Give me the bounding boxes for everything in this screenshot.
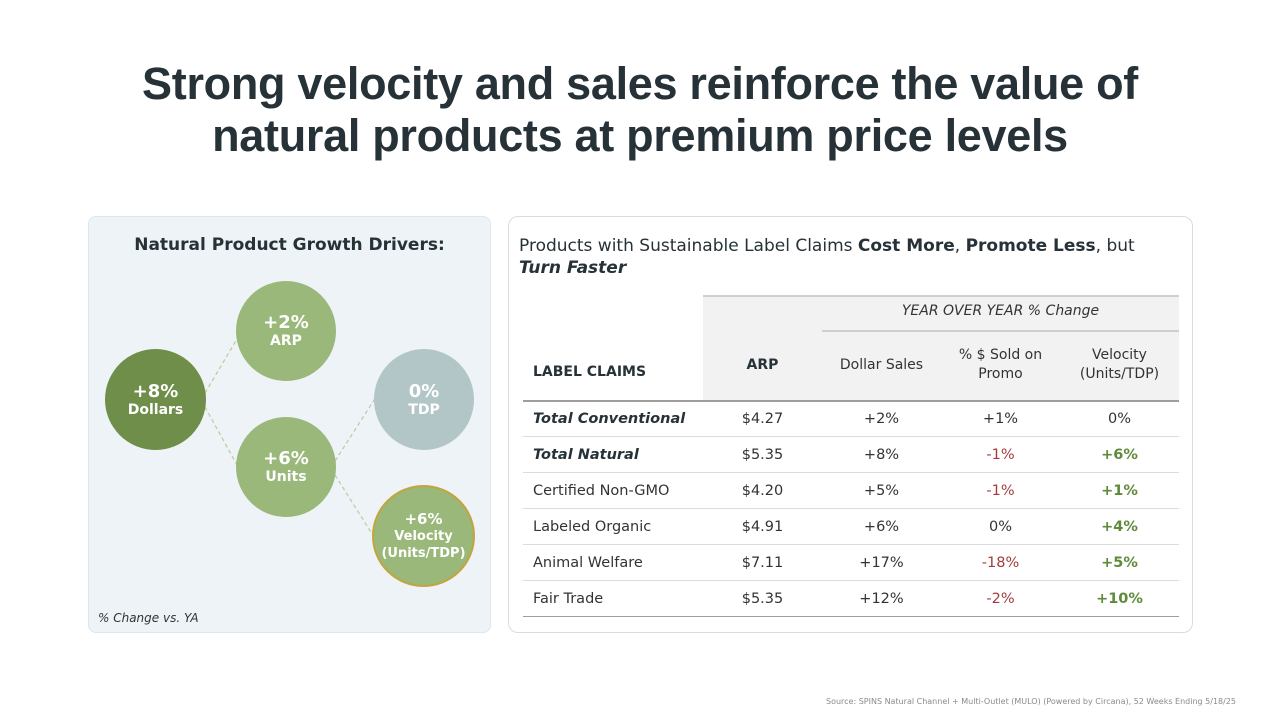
row-promo: 0% — [988, 519, 1012, 535]
header-dollar-sales: Dollar Sales — [839, 356, 924, 373]
row-name: Fair Trade — [533, 591, 604, 607]
arp-label: ARP — [270, 333, 302, 349]
page-title: Strong velocity and sales reinforce the … — [0, 58, 1280, 162]
header-velocity-line-2: (Units/TDP) — [1079, 366, 1160, 382]
tdp-circle: 0% TDP — [374, 349, 474, 450]
title-text-2: , but — [1095, 236, 1135, 256]
row-name: Total Natural — [533, 447, 639, 463]
header-promo-line-1: % $ Sold on — [958, 347, 1043, 363]
connector-dollars-arp — [204, 338, 238, 394]
label-claims-title: Products with Sustainable Label Claims C… — [519, 235, 1179, 279]
units-circle: +6% Units — [236, 417, 336, 517]
table-header-shade — [703, 295, 1179, 401]
driver-connectors — [204, 338, 377, 538]
arp-value: +2% — [263, 312, 309, 333]
velocity-circle: +6% Velocity (Units/TDP) — [372, 485, 475, 587]
units-label: Units — [265, 469, 307, 485]
connector-units-tdp — [334, 396, 377, 462]
table-row: Animal Welfare $7.11 +17% -18% +5% — [523, 545, 1179, 581]
velocity-label-line-2: (Units/TDP) — [381, 546, 466, 561]
row-dollar-sales: +5% — [863, 483, 900, 499]
header-promo: % $ Sold on Promo — [941, 345, 1060, 385]
growth-drivers-title: Natural Product Growth Drivers: — [134, 235, 445, 255]
growth-drivers-panel: Natural Product Growth Drivers: +8% Doll… — [88, 216, 491, 633]
tdp-label: TDP — [408, 401, 440, 418]
row-arp: $4.27 — [741, 411, 784, 427]
dollars-circle: +8% Dollars — [105, 349, 206, 450]
row-velocity: +10% — [1096, 591, 1143, 607]
row-arp: $4.20 — [741, 483, 784, 499]
row-velocity: +4% — [1101, 519, 1138, 535]
table-header-sub-rule — [822, 330, 1179, 332]
velocity-label-line-1: Velocity — [394, 529, 453, 544]
table-row: Total Conventional $4.27 +2% +1% 0% — [523, 401, 1179, 437]
yoy-header: YEAR OVER YEAR % Change — [901, 303, 1100, 319]
page-title-line-2: natural products at premium price levels — [212, 110, 1068, 161]
row-promo: +1% — [982, 411, 1019, 427]
page-title-line-1: Strong velocity and sales reinforce the … — [142, 58, 1138, 109]
row-velocity: +6% — [1101, 447, 1138, 463]
title-bold-italic: Turn Faster — [519, 258, 627, 278]
title-bold-1: Cost More — [857, 236, 955, 256]
title-sep: , — [954, 236, 966, 256]
row-arp: $7.11 — [741, 555, 784, 571]
row-dollar-sales: +17% — [859, 555, 904, 571]
tdp-value: 0% — [408, 380, 440, 402]
dollars-value: +8% — [132, 380, 179, 402]
label-claims-table-body: Total Conventional $4.27 +2% +1% 0% Tota… — [523, 401, 1179, 617]
table-row: Certified Non-GMO $4.20 +5% -1% +1% — [523, 473, 1179, 509]
table-header-top-rule — [703, 295, 1179, 297]
table-row: Labeled Organic $4.91 +6% 0% +4% — [523, 509, 1179, 545]
row-promo: -18% — [981, 555, 1020, 571]
row-dollar-sales: +8% — [863, 447, 900, 463]
row-dollar-sales: +12% — [859, 591, 904, 607]
dollars-label: Dollars — [127, 401, 184, 418]
row-velocity: +5% — [1101, 555, 1138, 571]
table-row: Total Natural $5.35 +8% -1% +6% — [523, 437, 1179, 473]
row-arp: $4.91 — [741, 519, 784, 535]
change-note: % Change vs. YA — [98, 611, 199, 625]
header-label-claims: LABEL CLAIMS — [533, 363, 647, 380]
row-name: Total Conventional — [533, 411, 686, 427]
row-arp: $5.35 — [741, 447, 784, 463]
label-claims-panel: Products with Sustainable Label Claims C… — [508, 216, 1193, 633]
table-row: Fair Trade $5.35 +12% -2% +10% — [523, 581, 1179, 617]
table-header-bottom-rule — [523, 400, 1179, 402]
row-velocity: 0% — [1107, 411, 1131, 427]
title-bold-2: Promote Less — [965, 236, 1096, 256]
header-promo-line-2: Promo — [978, 366, 1023, 382]
row-dollar-sales: +6% — [863, 519, 900, 535]
row-name: Certified Non-GMO — [533, 483, 670, 499]
row-promo: -1% — [986, 483, 1015, 499]
table-bottom-rule — [523, 616, 1179, 617]
row-name: Labeled Organic — [533, 519, 652, 535]
row-promo: -1% — [986, 447, 1015, 463]
row-arp: $5.35 — [741, 591, 784, 607]
units-value: +6% — [263, 448, 309, 469]
row-promo: -2% — [986, 591, 1015, 607]
velocity-value: +6% — [404, 510, 443, 528]
row-velocity: +1% — [1101, 483, 1138, 499]
arp-circle: +2% ARP — [236, 281, 336, 381]
connector-units-velocity — [334, 474, 375, 538]
row-dollar-sales: +2% — [863, 411, 900, 427]
title-text-1: Products with Sustainable Label Claims — [519, 236, 858, 256]
row-name: Animal Welfare — [533, 555, 643, 571]
connector-dollars-units — [204, 406, 238, 466]
source-footnote: Source: SPINS Natural Channel + Multi-Ou… — [825, 697, 1236, 706]
header-arp: ARP — [746, 356, 779, 373]
header-velocity: Velocity (Units/TDP) — [1060, 345, 1179, 385]
header-velocity-line-1: Velocity — [1092, 347, 1147, 363]
